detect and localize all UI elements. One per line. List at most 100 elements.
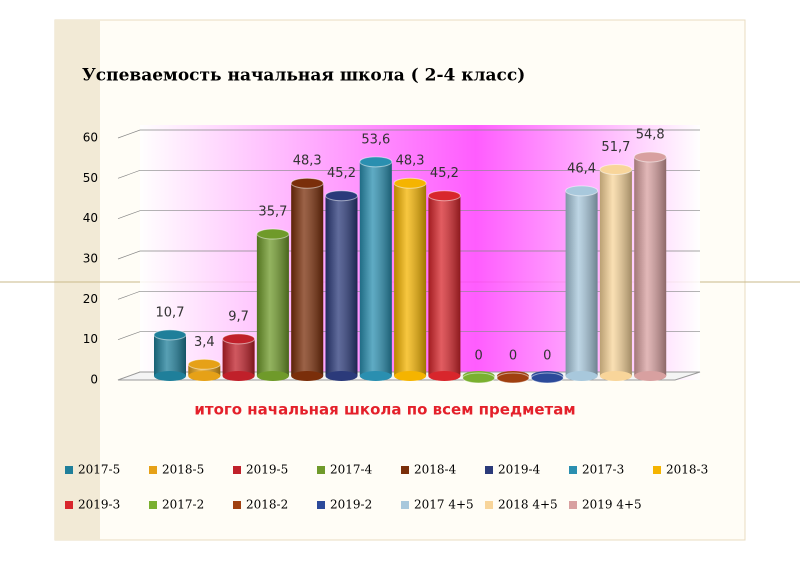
bar-shade	[359, 161, 392, 376]
value-label: 0	[509, 349, 517, 364]
bar-shade	[222, 338, 255, 376]
value-label: 35,7	[258, 205, 287, 220]
bar-shade	[188, 364, 221, 376]
bar-bottom	[188, 371, 221, 381]
bar-top	[187, 358, 221, 370]
legend-swatch	[65, 466, 73, 474]
grid-line	[117, 129, 700, 139]
y-tick-label: 10	[83, 332, 98, 346]
legend-label: 2017-4	[330, 463, 373, 477]
legend-swatch	[233, 466, 241, 474]
y-tick-label: 40	[83, 211, 98, 225]
legend-swatch	[401, 501, 409, 509]
value-label: 45,2	[327, 166, 356, 181]
legend-swatch	[233, 501, 241, 509]
grid-line	[117, 169, 700, 179]
side-strip	[55, 20, 100, 540]
legend-label: 2017 4+5	[414, 498, 474, 512]
y-tick-label: 20	[83, 292, 98, 306]
bar-bottom	[256, 371, 289, 381]
value-label: 0	[475, 349, 483, 364]
value-label: 45,2	[430, 166, 459, 181]
bar-top	[599, 163, 633, 175]
legend-swatch	[317, 501, 325, 509]
y-tick-label: 30	[83, 252, 98, 266]
bar-bottom	[222, 371, 255, 381]
bar-shade	[325, 195, 358, 376]
legend-swatch	[401, 466, 409, 474]
legend-label: 2017-5	[78, 463, 120, 477]
value-label: 46,4	[567, 161, 596, 176]
bar-bottom	[394, 371, 427, 381]
bar-shade	[256, 234, 289, 376]
bar-top	[462, 372, 496, 384]
value-label: 9,7	[228, 309, 249, 324]
bar-bottom	[599, 371, 632, 381]
legend-swatch	[317, 466, 325, 474]
grid-line	[117, 250, 700, 260]
legend-swatch	[485, 501, 493, 509]
legend-label: 2019 4+5	[582, 498, 642, 512]
legend-label: 2018 4+5	[498, 498, 558, 512]
bar-bottom	[325, 371, 358, 381]
bar-top	[153, 329, 187, 341]
bar-shade	[599, 169, 632, 376]
legend-swatch	[65, 501, 73, 509]
bar-top	[256, 228, 290, 240]
legend-label: 2018-5	[162, 463, 204, 477]
value-label: 54,8	[636, 127, 665, 142]
y-tick-label: 0	[90, 373, 98, 387]
legend-label: 2018-3	[666, 463, 708, 477]
legend-label: 2018-4	[414, 463, 457, 477]
y-tick-label: 60	[83, 131, 98, 145]
value-label: 51,7	[601, 140, 630, 155]
grid-line	[117, 210, 700, 219]
category-label: итого начальная школа по всем предметам	[194, 401, 575, 419]
bar-shade	[565, 190, 598, 376]
legend-label: 2018-2	[246, 498, 288, 512]
grid-line	[117, 290, 700, 300]
bar-top	[325, 190, 358, 202]
value-label: 48,3	[396, 154, 425, 169]
value-label: 48,3	[293, 154, 322, 169]
bar-bottom	[634, 371, 667, 381]
chart-title: Успеваемость начальная школа ( 2-4 класс…	[82, 66, 525, 86]
value-label: 10,7	[156, 305, 185, 320]
bar-bottom	[565, 371, 598, 381]
legend-swatch	[149, 501, 157, 509]
bar-shade	[154, 334, 186, 376]
bar-top	[427, 190, 461, 202]
bar-bottom	[359, 371, 392, 381]
legend-swatch	[653, 466, 661, 474]
grid-line	[117, 331, 700, 340]
legend-label: 2019-4	[498, 463, 541, 477]
bar-top	[222, 333, 256, 345]
bar-top	[393, 177, 427, 189]
legend-swatch	[485, 466, 493, 474]
bar-shade	[291, 183, 324, 376]
y-tick-label: 50	[83, 171, 98, 185]
legend-label: 2017-2	[162, 498, 204, 512]
bar-bottom	[291, 371, 324, 381]
bar-top	[290, 177, 324, 189]
bar-top	[496, 372, 530, 384]
bar-bottom	[428, 371, 461, 381]
legend-swatch	[149, 466, 157, 474]
bar-shade	[428, 195, 461, 376]
bar-top	[530, 372, 564, 384]
bar-top	[359, 156, 393, 168]
value-label: 53,6	[361, 132, 390, 147]
bar-top	[633, 151, 667, 163]
legend-swatch	[569, 501, 577, 509]
bar-shade	[634, 156, 667, 376]
legend-label: 2017-3	[582, 463, 624, 477]
bar-shade	[394, 183, 427, 376]
legend-swatch	[569, 466, 577, 474]
value-label: 3,4	[194, 335, 215, 350]
bar-top	[565, 185, 599, 197]
legend-label: 2019-3	[78, 498, 120, 512]
legend-label: 2019-2	[330, 498, 372, 512]
legend-label: 2019-5	[246, 463, 288, 477]
bar-bottom	[154, 371, 186, 381]
